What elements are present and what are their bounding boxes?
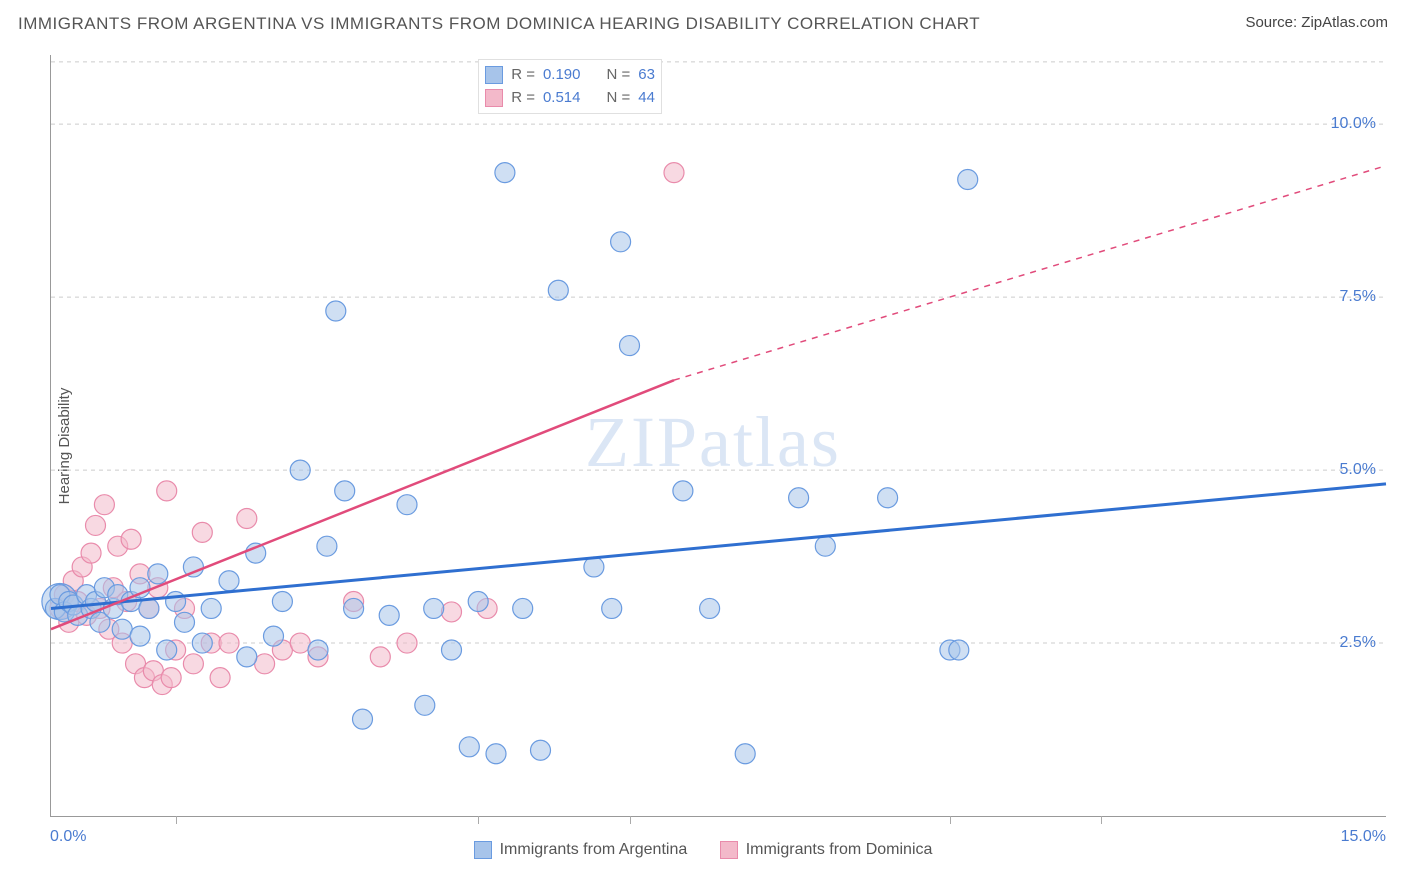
legend-stats: R = 0.190 N = 63 R = 0.514 N = 44 [478,59,662,114]
legend-stats-row: R = 0.514 N = 44 [485,87,655,110]
swatch-dominica [720,841,738,859]
n-label: N = [607,64,631,87]
r-label: R = [511,87,535,110]
swatch-icon [485,89,503,107]
x-tick [950,816,951,824]
r-label: R = [511,64,535,87]
legend-label-argentina: Immigrants from Argentina [500,841,688,859]
y-tick-label: 7.5% [1340,288,1376,306]
swatch-icon [485,66,503,84]
n-value: 63 [638,64,655,87]
n-value: 44 [638,87,655,110]
r-value: 0.514 [543,87,581,110]
x-tick [1101,816,1102,824]
x-tick [478,816,479,824]
n-label: N = [607,87,631,110]
legend-label-dominica: Immigrants from Dominica [746,841,933,859]
chart-svg [51,55,1386,816]
x-tick-label: 15.0% [1341,828,1386,846]
r-value: 0.190 [543,64,581,87]
source-label: Source: ZipAtlas.com [1245,14,1388,31]
swatch-argentina [474,841,492,859]
legend-stats-row: R = 0.190 N = 63 [485,64,655,87]
legend-bottom: Immigrants from Argentina Immigrants fro… [0,841,1406,864]
x-tick [630,816,631,824]
legend-item-argentina: Immigrants from Argentina [474,841,688,859]
y-tick-label: 5.0% [1340,461,1376,479]
x-tick [176,816,177,824]
legend-item-dominica: Immigrants from Dominica [720,841,933,859]
x-tick-label: 0.0% [50,828,86,846]
plot-area: 2.5%5.0%7.5%10.0%ZIPatlasR =0.190N =63R … [50,55,1386,817]
y-tick-label: 2.5% [1340,634,1376,652]
y-tick-label: 10.0% [1331,115,1376,133]
chart-title: IMMIGRANTS FROM ARGENTINA VS IMMIGRANTS … [18,14,1388,34]
